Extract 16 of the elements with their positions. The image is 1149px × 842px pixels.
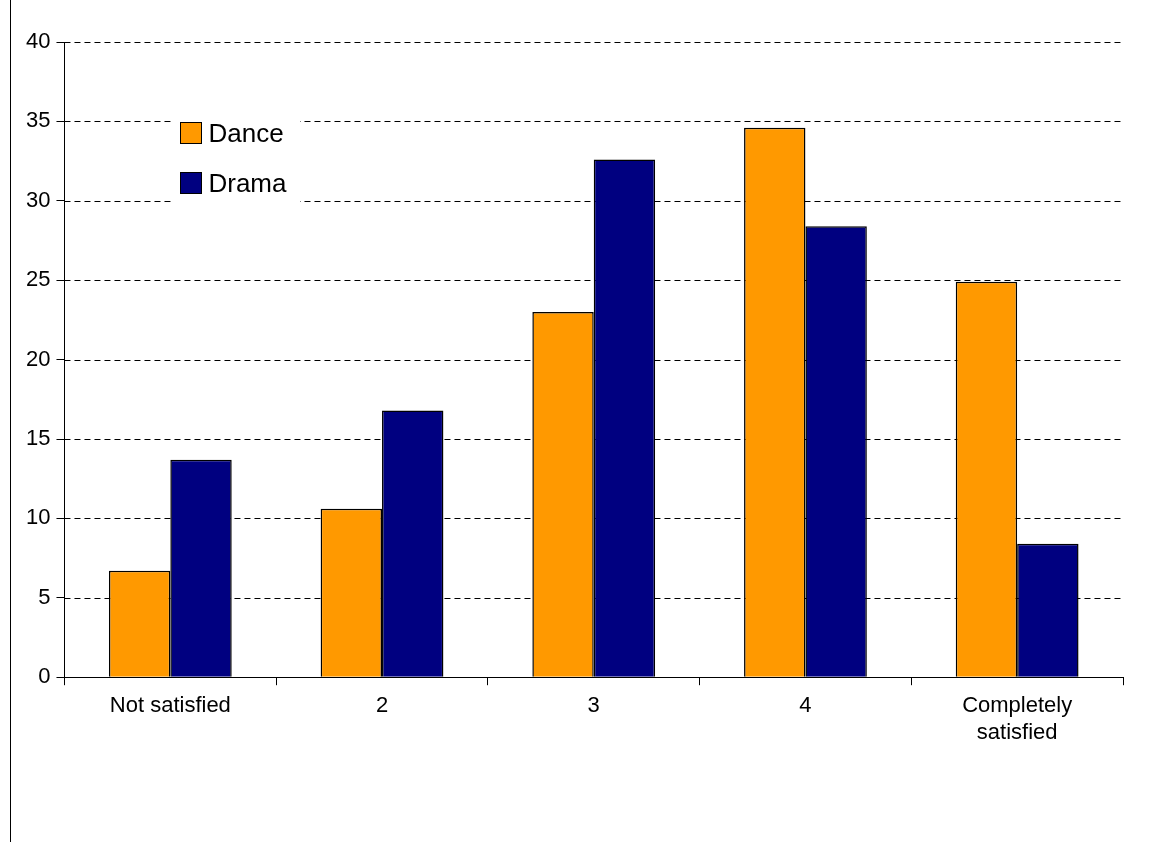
- x-tick-label: Completely satisfied: [962, 692, 1073, 744]
- y-tick-label: 10: [25, 504, 51, 530]
- legend-label: Drama: [208, 167, 287, 199]
- x-tick-label: Not satisfied: [109, 692, 231, 718]
- x-tick-label: 2: [375, 692, 389, 718]
- y-tick-label: 5: [38, 583, 51, 609]
- legend-label: Dance: [208, 117, 284, 149]
- y-tick-label: 0: [38, 663, 51, 689]
- y-tick-label: 40: [25, 28, 51, 54]
- y-tick-label: 15: [25, 425, 51, 451]
- x-tick-label: 3: [587, 692, 600, 718]
- y-tick-label: 35: [25, 107, 51, 133]
- y-tick-label: 25: [25, 266, 51, 292]
- x-tick-label: 4: [799, 692, 812, 718]
- y-tick-label: 30: [25, 186, 51, 212]
- y-tick-label: 20: [25, 345, 51, 371]
